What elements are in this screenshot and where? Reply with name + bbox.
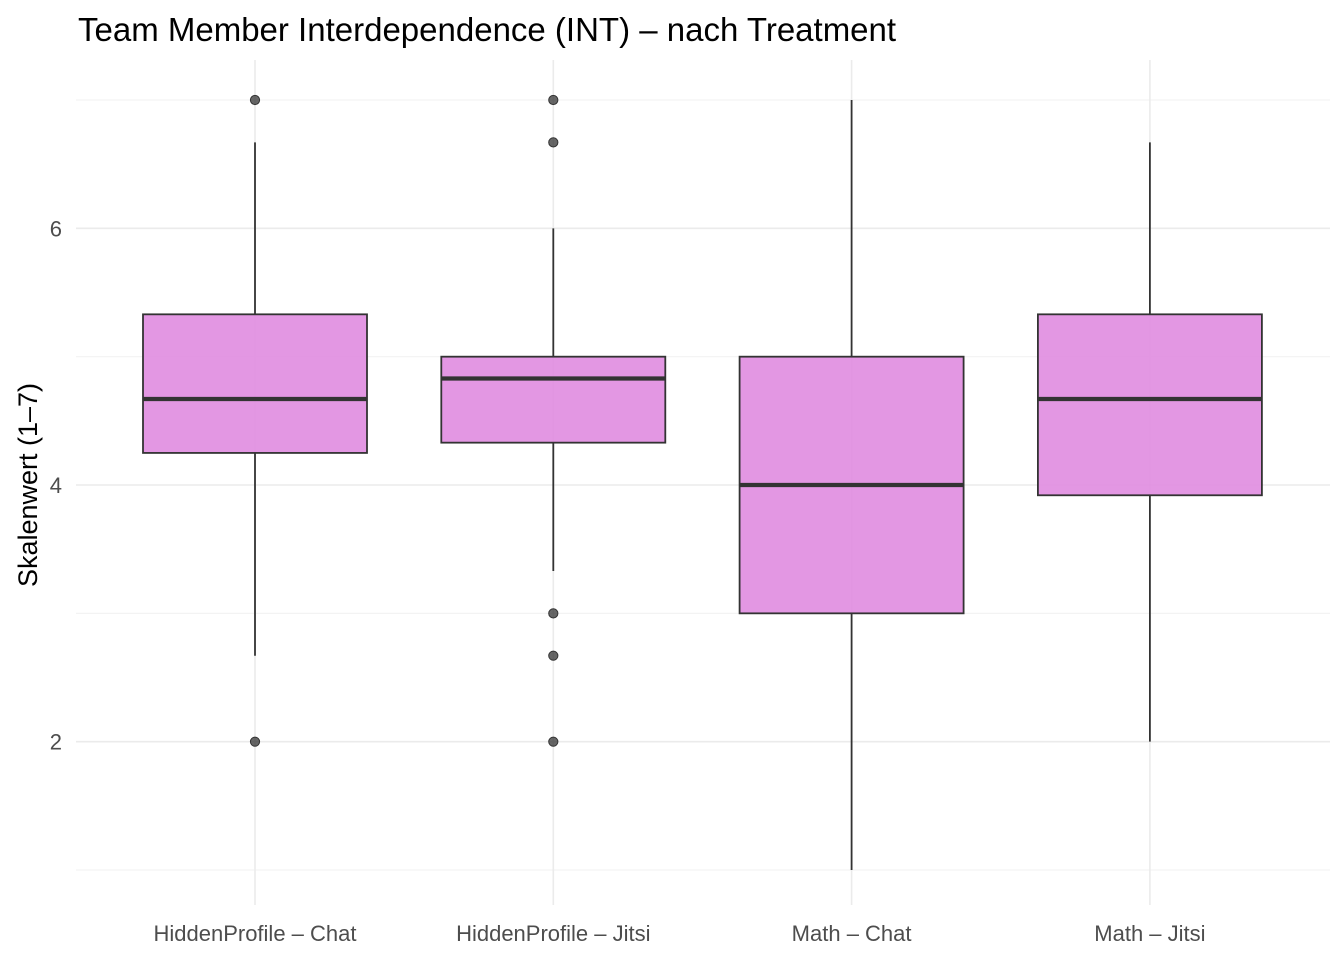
outlier-point: [548, 137, 559, 148]
axis-layer: 2 4 6 HiddenProfile – Chat HiddenProfile – J…: [50, 216, 1206, 946]
iqr-box: [142, 313, 368, 454]
box-group: [142, 94, 368, 747]
outlier-point: [548, 650, 559, 661]
outlier-point: [548, 736, 559, 747]
y-tick-label: 6: [50, 216, 62, 241]
outlier-point: [249, 736, 261, 747]
y-tick-label: 4: [50, 473, 62, 498]
x-tick-label: HiddenProfile – Chat: [153, 921, 356, 946]
outlier-point: [249, 94, 261, 106]
x-tick-label: Math – Jitsi: [1094, 921, 1205, 946]
y-tick-label: 2: [50, 730, 62, 755]
outlier-point: [548, 608, 559, 619]
box-group: [738, 100, 965, 870]
iqr-box: [440, 355, 667, 444]
chart-title: Team Member Interdependence (INT) – nach…: [78, 11, 896, 48]
box-group: [1037, 142, 1263, 742]
box-group: [440, 94, 667, 747]
iqr-box: [1037, 313, 1263, 497]
y-axis-label: Skalenwert (1–7): [13, 383, 43, 587]
outlier-point: [548, 94, 559, 106]
x-tick-label: HiddenProfile – Jitsi: [456, 921, 650, 946]
box-layer: [142, 94, 1263, 870]
x-tick-label: Math – Chat: [792, 921, 912, 946]
